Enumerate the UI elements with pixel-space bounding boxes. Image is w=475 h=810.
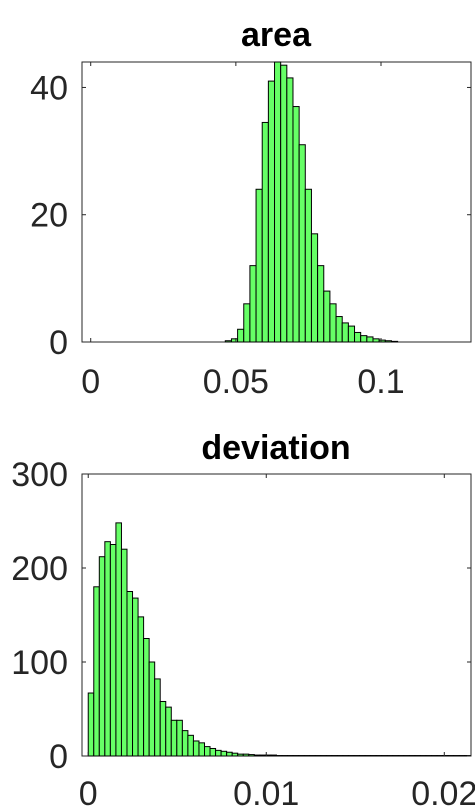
deviation-y-tick-label: 200: [11, 550, 68, 588]
area-histogram-bar: [310, 233, 319, 343]
deviation-chart-title: deviation: [201, 429, 350, 467]
deviation-histogram-bar: [231, 752, 239, 757]
deviation-histogram-bar: [187, 734, 194, 757]
deviation-histogram-bar: [198, 742, 206, 757]
area-y-axis: 0 20 40: [30, 69, 471, 362]
deviation-histogram-bar: [120, 548, 128, 757]
area-x-tick-label: 0.1: [357, 363, 404, 401]
deviation-x-tick-label: 0.01: [233, 775, 299, 810]
deviation-histogram-panel: deviation 0 0.01 0.02 0 100 200 300: [11, 429, 475, 810]
area-histogram-bar: [261, 121, 269, 343]
area-histogram-bar: [298, 144, 306, 343]
area-histogram-bar: [366, 336, 374, 343]
area-histogram-bar: [372, 338, 380, 343]
deviation-histogram-bar: [137, 616, 145, 757]
area-histogram-bar: [267, 80, 276, 343]
deviation-histogram-bar: [237, 753, 244, 757]
deviation-y-axis: 0 100 200 300: [11, 456, 471, 776]
area-histogram-bar: [249, 265, 257, 343]
deviation-histogram-bar: [109, 544, 117, 757]
area-y-tick-label: 40: [30, 69, 68, 107]
deviation-histogram-bar: [253, 754, 261, 757]
deviation-histogram-bar: [204, 746, 211, 757]
deviation-histogram-bar: [98, 556, 106, 757]
area-histogram-bar: [255, 188, 263, 343]
deviation-histogram-bar: [170, 719, 178, 757]
area-histogram-bar: [354, 331, 362, 343]
area-histogram-bar: [378, 339, 386, 343]
area-histogram-bar: [317, 265, 325, 343]
deviation-x-tick-label: 0: [79, 775, 98, 810]
area-histogram-bar: [274, 61, 282, 343]
deviation-y-tick-label: 300: [11, 456, 68, 494]
deviation-histogram-bar: [154, 678, 161, 757]
deviation-histogram-bar: [165, 706, 172, 757]
area-chart-title: area: [241, 16, 312, 54]
deviation-histogram-bar: [192, 740, 200, 757]
area-histogram-bar: [360, 335, 368, 343]
deviation-histogram-bar: [87, 692, 95, 757]
deviation-histogram-bar: [215, 749, 222, 757]
area-y-tick-label: 0: [49, 324, 68, 362]
area-histogram-bar: [286, 77, 294, 343]
deviation-histogram-bar: [148, 661, 156, 757]
deviation-bars: [87, 522, 471, 757]
area-histogram-bar: [329, 303, 337, 343]
deviation-histogram-bar: [104, 541, 111, 757]
area-y-tick-label: 20: [30, 197, 68, 235]
deviation-histogram-bar: [132, 597, 139, 757]
area-histogram-bar: [323, 290, 331, 343]
area-x-axis: 0 0.05 0.1: [81, 62, 405, 401]
area-histogram-bar: [243, 303, 251, 343]
deviation-histogram-bar: [248, 754, 255, 757]
area-histogram-bar: [335, 316, 343, 343]
deviation-x-tick-label: 0.02: [411, 775, 475, 810]
area-histogram-bar: [280, 64, 288, 343]
area-bars: [224, 61, 399, 343]
area-histogram-bar: [292, 106, 300, 343]
area-histogram-bar: [384, 340, 392, 343]
deviation-histogram-bar: [259, 754, 266, 757]
deviation-histogram-bar: [143, 638, 150, 757]
deviation-histogram-bar: [242, 753, 250, 757]
area-x-tick-label: 0.05: [203, 363, 269, 401]
area-histogram-panel: area 0 0.05 0.1 0 20 40: [30, 16, 472, 401]
area-histogram-bar: [237, 328, 245, 343]
area-histogram-bar: [230, 338, 239, 343]
deviation-x-axis: 0 0.01 0.02: [79, 474, 475, 810]
area-histogram-bar: [304, 188, 312, 343]
deviation-histogram-bar: [93, 586, 100, 757]
area-histogram-bar: [347, 325, 356, 343]
deviation-histogram-bar: [209, 747, 217, 757]
area-histogram-bar: [390, 340, 399, 343]
deviation-histogram-bar: [159, 700, 167, 757]
deviation-histogram-bar: [270, 754, 277, 757]
deviation-y-tick-label: 0: [49, 738, 68, 776]
deviation-y-tick-label: 100: [11, 644, 68, 682]
deviation-histogram-bar: [126, 591, 134, 757]
deviation-histogram-bar: [220, 750, 228, 757]
area-histogram-bar: [224, 340, 232, 343]
area-histogram-bar: [341, 322, 349, 343]
deviation-histogram-bar: [226, 751, 233, 757]
area-x-tick-label: 0: [81, 363, 100, 401]
deviation-histogram-bar: [181, 730, 189, 757]
deviation-histogram-bar: [176, 719, 183, 757]
deviation-histogram-bar: [115, 522, 122, 757]
